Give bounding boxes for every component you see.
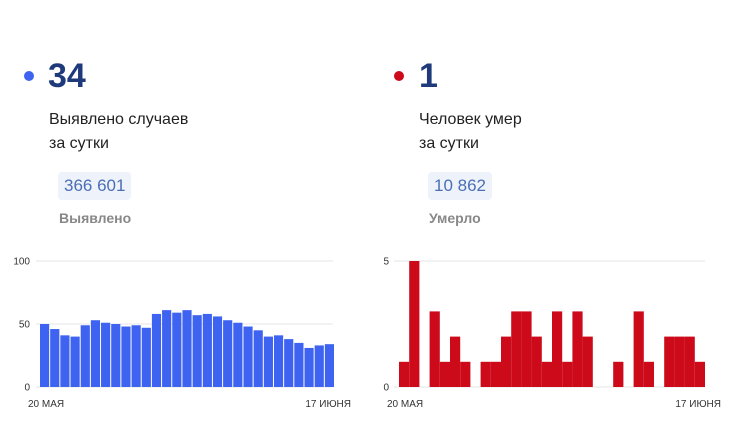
bar [531, 336, 542, 387]
deaths-dot [394, 71, 404, 81]
bar [40, 324, 50, 387]
x-start-label: 20 МАЯ [28, 399, 64, 410]
bar [294, 342, 304, 387]
deaths-description-line2: за сутки [419, 135, 479, 152]
bar [273, 335, 284, 387]
bar [304, 347, 314, 387]
bar [182, 310, 192, 387]
bar [490, 361, 501, 387]
y-tick-label: 0 [383, 383, 389, 394]
cases-description-line2: за сутки [49, 135, 109, 152]
bar [284, 339, 294, 387]
bar [131, 325, 141, 387]
x-end-label: 17 ИЮНЯ [675, 399, 721, 410]
bar [324, 344, 334, 387]
y-tick-label: 5 [383, 257, 389, 268]
bar [399, 361, 410, 387]
bar [60, 335, 70, 387]
deaths-description: Человек умер за сутки [419, 108, 619, 156]
cases-dot [24, 71, 34, 81]
bar [162, 310, 172, 387]
bar [409, 261, 420, 387]
y-tick-label: 0 [24, 383, 30, 394]
deaths-panel: 1 Человек умер за сутки 10 862 Умерло 0 5… [367, 0, 734, 422]
bar [202, 313, 212, 387]
bar [233, 322, 243, 387]
bar [253, 330, 263, 387]
bar [243, 326, 253, 387]
bar [223, 320, 233, 387]
bar [50, 329, 60, 387]
bar [192, 315, 202, 387]
x-end-label: 17 ИЮНЯ [305, 399, 351, 410]
cases-total-badge: 366 601 [58, 172, 132, 200]
bar [90, 320, 101, 387]
bar [582, 336, 593, 387]
deaths-description-line1: Человек умер [419, 111, 522, 128]
deaths-today-value: 1 [419, 57, 438, 95]
bar [151, 313, 162, 387]
bar [511, 311, 522, 387]
cases-today-value: 34 [48, 57, 86, 95]
deaths-chart: 0 5 20 МАЯ 17 ИЮНЯ [383, 257, 721, 411]
bar [562, 361, 573, 387]
x-start-label: 20 МАЯ [387, 399, 423, 410]
bar [111, 324, 121, 387]
bar [674, 336, 685, 387]
bar [572, 311, 583, 387]
cases-description: Выявлено случаев за сутки [49, 108, 249, 156]
y-tick-label: 50 [19, 320, 31, 331]
bar [429, 311, 440, 387]
bar [501, 336, 512, 387]
cases-description-line1: Выявлено случаев [49, 111, 189, 128]
deaths-total-label: Умерло [429, 210, 481, 226]
bar [314, 345, 324, 387]
bar [439, 361, 450, 387]
bar [694, 361, 705, 387]
bar [121, 326, 131, 387]
bar [172, 312, 182, 387]
bar [633, 311, 644, 387]
bar [643, 361, 654, 387]
bar [552, 311, 563, 387]
bar [70, 336, 80, 387]
bar [101, 322, 111, 387]
deaths-total-badge: 10 862 [428, 172, 492, 200]
bar [141, 327, 151, 387]
bar [450, 336, 461, 387]
bar [541, 361, 552, 387]
cases-total-label: Выявлено [59, 210, 132, 226]
bar [212, 316, 223, 387]
bar [684, 336, 695, 387]
bar [80, 325, 90, 387]
bar [460, 361, 471, 387]
cases-panel: 34 Выявлено случаев за сутки 366 601 Выя… [13, 57, 351, 411]
bar [613, 361, 624, 387]
bar [664, 336, 675, 387]
cases-chart: 0 50 100 20 МАЯ 17 ИЮНЯ [13, 257, 351, 411]
y-tick-label: 100 [13, 257, 30, 268]
bar [521, 311, 532, 387]
bar [263, 336, 273, 387]
bar [480, 361, 491, 387]
